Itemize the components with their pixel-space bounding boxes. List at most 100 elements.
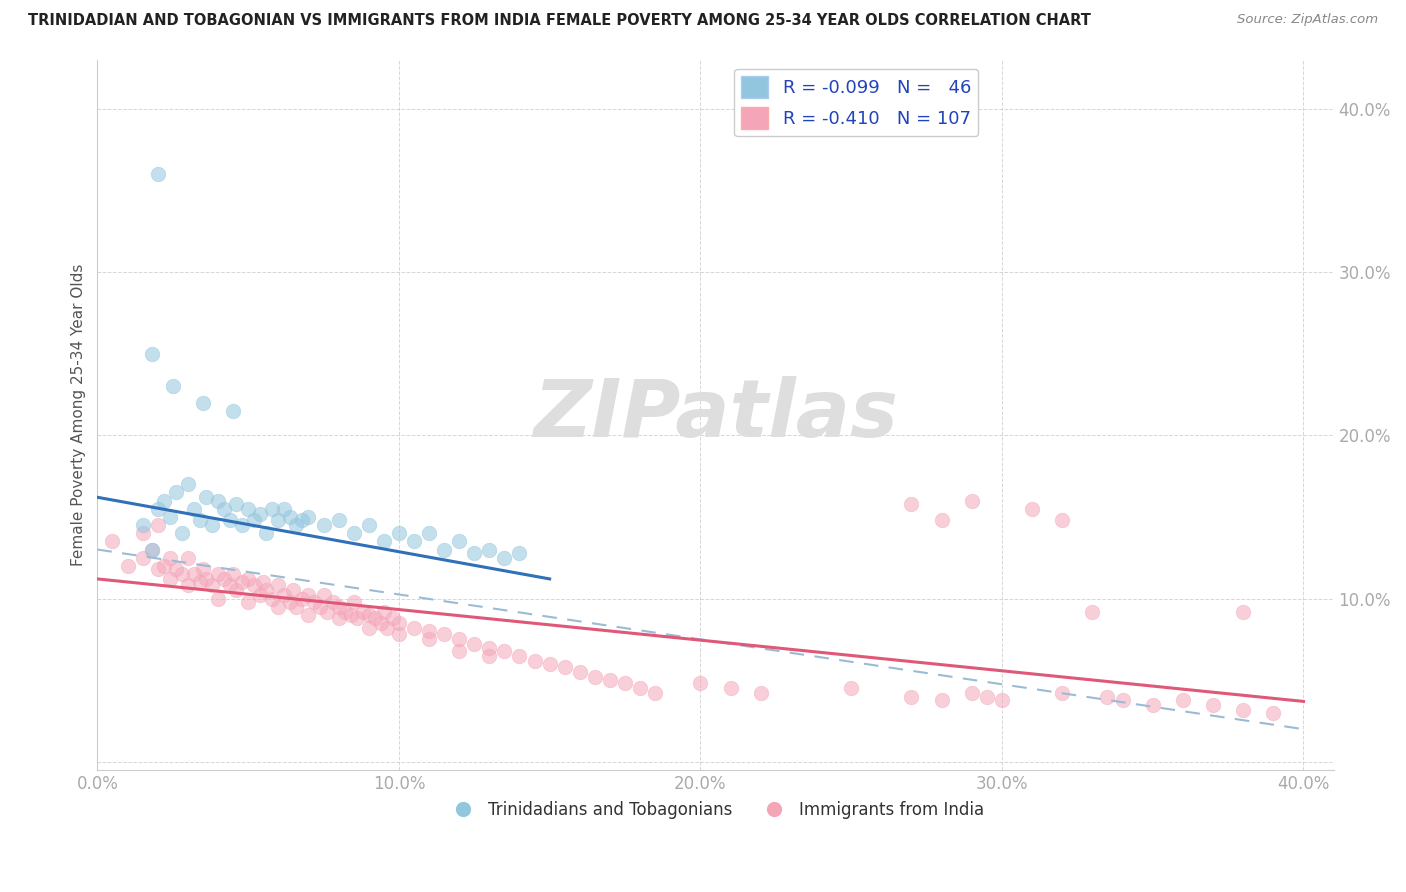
- Point: [478, 648, 501, 663]
- Point: [388, 627, 411, 641]
- Point: [267, 513, 290, 527]
- Point: [249, 507, 271, 521]
- Point: [146, 562, 169, 576]
- Point: [628, 681, 651, 696]
- Point: [212, 572, 235, 586]
- Point: [304, 595, 326, 609]
- Point: [388, 526, 411, 541]
- Point: [328, 611, 350, 625]
- Text: Source: ZipAtlas.com: Source: ZipAtlas.com: [1237, 13, 1378, 27]
- Point: [297, 588, 319, 602]
- Point: [267, 578, 290, 592]
- Point: [1021, 501, 1043, 516]
- Point: [236, 595, 259, 609]
- Point: [343, 526, 366, 541]
- Point: [291, 591, 314, 606]
- Point: [900, 690, 922, 704]
- Point: [388, 615, 411, 630]
- Point: [523, 654, 546, 668]
- Point: [225, 583, 247, 598]
- Point: [976, 690, 998, 704]
- Point: [370, 615, 392, 630]
- Point: [159, 550, 181, 565]
- Point: [101, 534, 124, 549]
- Point: [231, 518, 253, 533]
- Point: [165, 562, 187, 576]
- Point: [402, 534, 425, 549]
- Point: [183, 567, 205, 582]
- Point: [243, 578, 266, 592]
- Point: [131, 526, 153, 541]
- Point: [219, 578, 242, 592]
- Point: [177, 477, 200, 491]
- Point: [494, 550, 516, 565]
- Point: [1263, 706, 1285, 720]
- Point: [191, 562, 214, 576]
- Point: [170, 567, 193, 582]
- Point: [207, 591, 229, 606]
- Point: [262, 591, 284, 606]
- Point: [165, 485, 187, 500]
- Point: [508, 546, 530, 560]
- Point: [554, 660, 576, 674]
- Text: ZIPatlas: ZIPatlas: [533, 376, 898, 454]
- Point: [194, 490, 217, 504]
- Point: [170, 526, 193, 541]
- Point: [931, 513, 953, 527]
- Point: [312, 518, 335, 533]
- Point: [402, 621, 425, 635]
- Point: [191, 395, 214, 409]
- Point: [291, 513, 314, 527]
- Point: [146, 518, 169, 533]
- Point: [418, 632, 440, 647]
- Point: [188, 513, 211, 527]
- Point: [273, 501, 295, 516]
- Point: [1232, 605, 1254, 619]
- Point: [285, 518, 308, 533]
- Point: [273, 588, 295, 602]
- Point: [236, 501, 259, 516]
- Point: [131, 550, 153, 565]
- Point: [315, 605, 337, 619]
- Legend: Trinidadians and Tobagonians, Immigrants from India: Trinidadians and Tobagonians, Immigrants…: [440, 794, 991, 826]
- Point: [364, 611, 387, 625]
- Point: [1111, 693, 1133, 707]
- Point: [357, 518, 380, 533]
- Point: [141, 346, 163, 360]
- Point: [146, 167, 169, 181]
- Point: [352, 605, 374, 619]
- Point: [278, 595, 301, 609]
- Point: [278, 509, 301, 524]
- Point: [1232, 702, 1254, 716]
- Point: [212, 501, 235, 516]
- Point: [254, 526, 277, 541]
- Point: [749, 686, 772, 700]
- Point: [152, 493, 174, 508]
- Point: [900, 497, 922, 511]
- Point: [343, 595, 366, 609]
- Point: [146, 501, 169, 516]
- Point: [141, 542, 163, 557]
- Point: [162, 379, 184, 393]
- Point: [991, 693, 1014, 707]
- Point: [508, 648, 530, 663]
- Point: [463, 637, 485, 651]
- Point: [839, 681, 862, 696]
- Point: [418, 526, 440, 541]
- Point: [177, 578, 200, 592]
- Point: [357, 621, 380, 635]
- Point: [222, 567, 245, 582]
- Point: [201, 518, 224, 533]
- Point: [720, 681, 742, 696]
- Point: [1171, 693, 1194, 707]
- Point: [1142, 698, 1164, 712]
- Point: [463, 546, 485, 560]
- Point: [219, 513, 242, 527]
- Point: [538, 657, 561, 671]
- Point: [309, 599, 332, 614]
- Point: [333, 605, 356, 619]
- Point: [960, 493, 983, 508]
- Point: [960, 686, 983, 700]
- Point: [449, 534, 471, 549]
- Point: [614, 676, 637, 690]
